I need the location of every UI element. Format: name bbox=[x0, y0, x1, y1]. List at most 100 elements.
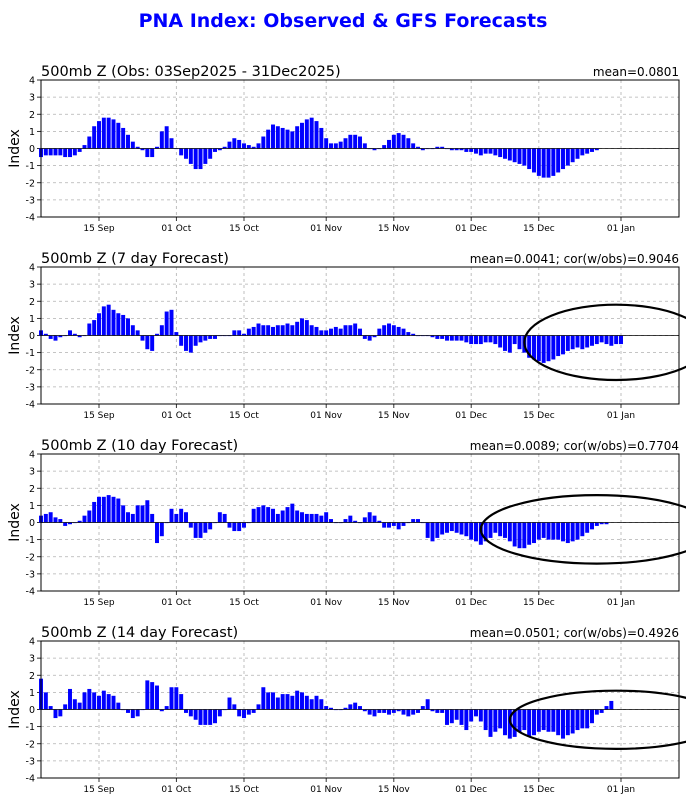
bar bbox=[575, 709, 580, 731]
bar bbox=[348, 704, 353, 710]
bar bbox=[614, 335, 619, 345]
bar bbox=[609, 335, 614, 346]
bar bbox=[208, 148, 213, 159]
bar bbox=[116, 122, 121, 149]
bar bbox=[416, 146, 420, 149]
bar bbox=[111, 695, 116, 710]
x-tick-label: 01 Dec bbox=[455, 598, 487, 608]
y-tick-label: -1 bbox=[26, 161, 35, 172]
bar bbox=[188, 148, 193, 164]
bar bbox=[242, 143, 246, 149]
bar bbox=[309, 699, 314, 710]
x-tick-label: 01 Nov bbox=[310, 598, 343, 608]
x-tick-label: 01 Nov bbox=[310, 785, 343, 795]
bar bbox=[179, 148, 184, 156]
bar bbox=[43, 692, 48, 710]
bar bbox=[411, 519, 416, 523]
y-tick-label: 3 bbox=[29, 280, 35, 291]
bar bbox=[135, 505, 140, 523]
bar bbox=[63, 704, 68, 710]
bar bbox=[353, 520, 358, 523]
bar bbox=[256, 507, 261, 523]
bar bbox=[522, 709, 527, 731]
bar bbox=[266, 325, 271, 336]
bar bbox=[541, 709, 546, 731]
bar bbox=[130, 141, 135, 149]
bar bbox=[590, 709, 594, 724]
bar bbox=[68, 522, 72, 525]
bar bbox=[391, 325, 396, 336]
bar bbox=[121, 505, 126, 523]
y-tick-label: -4 bbox=[26, 774, 35, 785]
bar bbox=[48, 706, 53, 710]
bar bbox=[377, 520, 382, 523]
bar bbox=[561, 709, 565, 739]
bar bbox=[590, 335, 594, 346]
bar bbox=[150, 148, 155, 158]
y-tick-label: -2 bbox=[26, 552, 35, 563]
bar bbox=[106, 694, 111, 710]
bar bbox=[111, 496, 116, 523]
bar bbox=[440, 522, 445, 535]
bar bbox=[493, 335, 498, 345]
bar bbox=[87, 136, 92, 149]
y-tick-label: -4 bbox=[26, 400, 35, 411]
bar bbox=[585, 709, 590, 729]
bar bbox=[329, 143, 333, 149]
bar bbox=[435, 335, 440, 339]
plot-frame bbox=[40, 266, 680, 405]
y-tick-label: -3 bbox=[26, 382, 35, 393]
bar bbox=[82, 145, 87, 149]
bar bbox=[527, 709, 532, 737]
bar bbox=[140, 505, 145, 523]
bar bbox=[348, 325, 353, 336]
bar bbox=[256, 704, 261, 710]
bar bbox=[87, 323, 92, 336]
bar bbox=[58, 148, 63, 156]
bar bbox=[435, 522, 440, 538]
bar bbox=[396, 522, 401, 530]
bar bbox=[551, 148, 556, 176]
bar bbox=[619, 335, 623, 345]
bar bbox=[58, 709, 63, 717]
bar bbox=[580, 709, 585, 729]
bar bbox=[358, 706, 362, 710]
bar bbox=[140, 335, 145, 341]
bar bbox=[222, 513, 227, 523]
bar bbox=[387, 709, 391, 715]
y-tick-label: 0 bbox=[29, 705, 35, 716]
bar bbox=[309, 513, 314, 523]
bar bbox=[242, 522, 246, 528]
bar bbox=[459, 148, 464, 151]
bar bbox=[145, 148, 150, 158]
bar bbox=[217, 709, 222, 717]
y-tick-label: -1 bbox=[26, 722, 35, 733]
bar bbox=[512, 522, 517, 547]
bar bbox=[512, 709, 517, 737]
bar bbox=[227, 697, 232, 710]
bar bbox=[449, 335, 454, 341]
bar bbox=[430, 709, 435, 712]
bar bbox=[503, 335, 507, 351]
x-tick-label: 15 Sep bbox=[83, 224, 115, 234]
bar bbox=[445, 335, 449, 341]
x-tick-label: 01 Oct bbox=[161, 785, 191, 795]
bar bbox=[53, 148, 58, 156]
bar bbox=[256, 143, 261, 149]
bar bbox=[551, 335, 556, 360]
bar bbox=[309, 325, 314, 336]
bar bbox=[474, 148, 478, 154]
bar bbox=[522, 522, 527, 549]
bar bbox=[290, 131, 295, 149]
x-tick-label: 15 Dec bbox=[523, 598, 555, 608]
bar bbox=[43, 148, 48, 156]
bar bbox=[440, 709, 445, 713]
y-tick-label: 0 bbox=[29, 518, 35, 529]
bar bbox=[532, 148, 536, 173]
x-tick-label: 15 Nov bbox=[378, 224, 411, 234]
bar bbox=[251, 326, 256, 336]
bar bbox=[275, 513, 280, 523]
bar bbox=[329, 707, 333, 710]
bar bbox=[353, 134, 358, 149]
bar bbox=[527, 522, 532, 545]
